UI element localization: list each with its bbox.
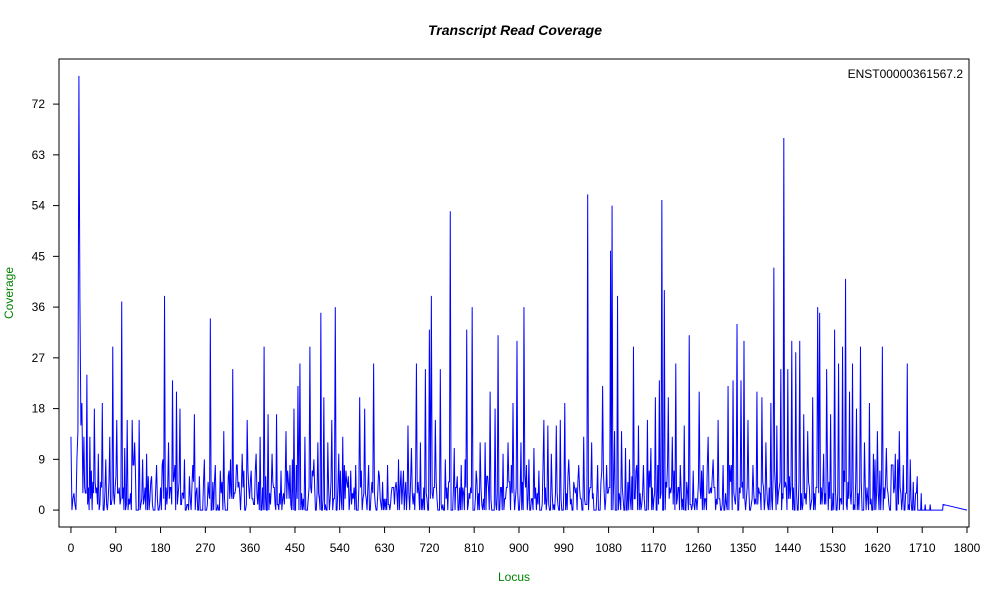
y-tick-label: 54 (32, 199, 46, 213)
y-tick-label: 18 (32, 402, 46, 416)
plot-frame (58, 58, 970, 528)
x-axis-title: Locus (498, 570, 530, 584)
x-tick-label: 1800 (954, 541, 981, 555)
y-axis: 0 9 18 27 36 45 54 63 72 (32, 97, 59, 517)
x-tick-label: 900 (509, 541, 529, 555)
y-tick-label: 45 (32, 249, 46, 263)
x-tick-label: 630 (375, 541, 395, 555)
x-tick-label: 1440 (774, 541, 801, 555)
x-tick-label: 810 (464, 541, 484, 555)
x-tick-label: 990 (554, 541, 574, 555)
x-tick-label: 1260 (685, 541, 712, 555)
series-group (70, 75, 968, 511)
x-axis: 0 90 180 270 360 450 540 630 720 810 900 990 1080 117… (68, 527, 981, 555)
y-tick-label: 27 (32, 351, 46, 365)
y-tick-label: 63 (32, 148, 46, 162)
coverage-series-line (70, 75, 968, 511)
x-tick-label: 270 (195, 541, 215, 555)
x-tick-label: 450 (285, 541, 305, 555)
y-tick-label: 36 (32, 300, 46, 314)
y-axis-title: Coverage (2, 267, 16, 319)
x-tick-label: 1350 (730, 541, 757, 555)
x-tick-label: 1710 (909, 541, 936, 555)
x-tick-label: 0 (68, 541, 75, 555)
x-tick-label: 540 (330, 541, 350, 555)
x-tick-label: 180 (151, 541, 171, 555)
legend-label: ENST00000361567.2 (848, 67, 964, 81)
y-tick-label: 72 (32, 97, 46, 111)
y-tick-label: 0 (38, 503, 45, 517)
x-tick-label: 720 (419, 541, 439, 555)
x-tick-label: 1080 (595, 541, 622, 555)
chart-title: Transcript Read Coverage (428, 22, 602, 38)
x-tick-label: 1530 (819, 541, 846, 555)
x-tick-label: 360 (240, 541, 260, 555)
y-tick-label: 9 (38, 452, 45, 466)
x-tick-label: 1170 (640, 541, 666, 555)
x-tick-label: 90 (109, 541, 123, 555)
x-tick-label: 1620 (864, 541, 891, 555)
